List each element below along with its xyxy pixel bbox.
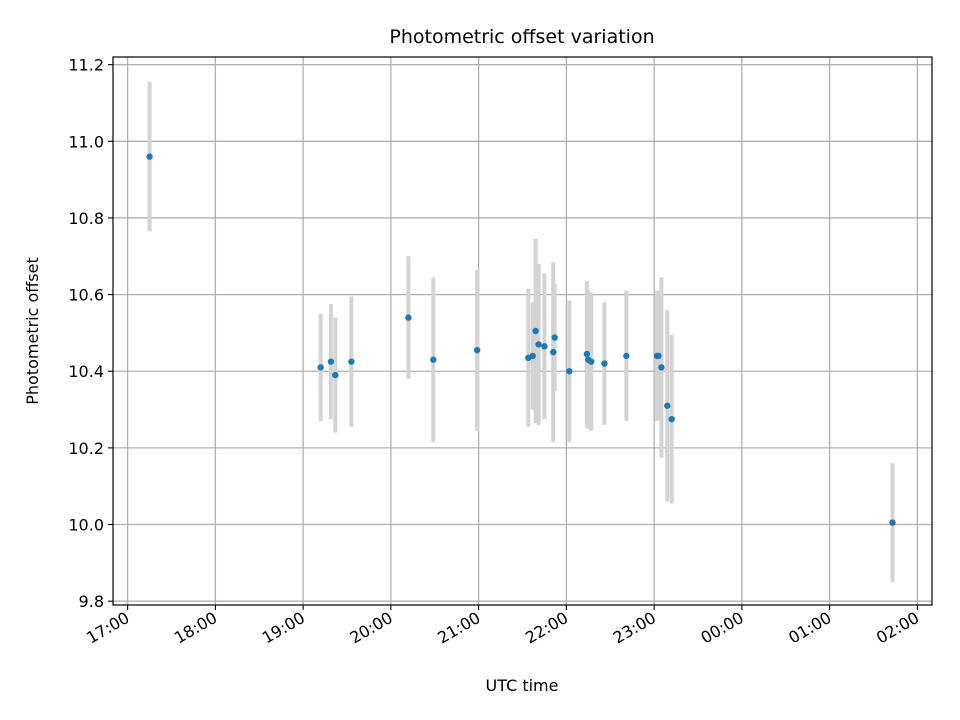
data-point (668, 415, 675, 423)
data-points (146, 153, 896, 526)
data-point (550, 348, 557, 356)
data-point (551, 334, 558, 341)
data-point (529, 352, 536, 360)
y-tick-label: 9.8 (79, 592, 104, 611)
data-point (601, 360, 608, 367)
data-point (541, 343, 548, 350)
data-point (588, 358, 595, 365)
data-point (623, 352, 630, 360)
data-point (348, 358, 355, 365)
data-point (317, 364, 324, 371)
y-tick-label: 10.4 (68, 362, 104, 381)
data-point (566, 368, 573, 375)
data-point (405, 314, 412, 321)
data-point (658, 364, 665, 371)
plot-frame (112, 56, 933, 606)
data-point (655, 352, 662, 360)
y-tick-label: 10.8 (68, 209, 104, 228)
data-point (583, 350, 591, 358)
data-point (664, 402, 671, 409)
data-point (532, 327, 539, 335)
y-axis-ticks: 9.8 10.0 10.2 10.4 10.6 10.8 11.0 11.2 (68, 56, 113, 611)
grid (113, 57, 932, 605)
x-axis-label: UTC time (486, 676, 559, 695)
data-point (430, 356, 437, 363)
y-tick-label: 10.6 (68, 286, 104, 305)
data-point (332, 371, 339, 379)
y-tick-label: 11.2 (68, 56, 104, 75)
y-tick-label: 10.0 (68, 516, 104, 535)
data-point (535, 341, 542, 348)
data-point (327, 358, 335, 365)
data-point (473, 346, 481, 354)
y-tick-label: 10.2 (68, 439, 104, 458)
data-point (146, 153, 153, 160)
y-axis-label: Photometric offset (23, 257, 42, 405)
data-point (889, 519, 896, 526)
y-tick-label: 11.0 (68, 132, 104, 151)
chart-title: Photometric offset variation (389, 26, 654, 48)
